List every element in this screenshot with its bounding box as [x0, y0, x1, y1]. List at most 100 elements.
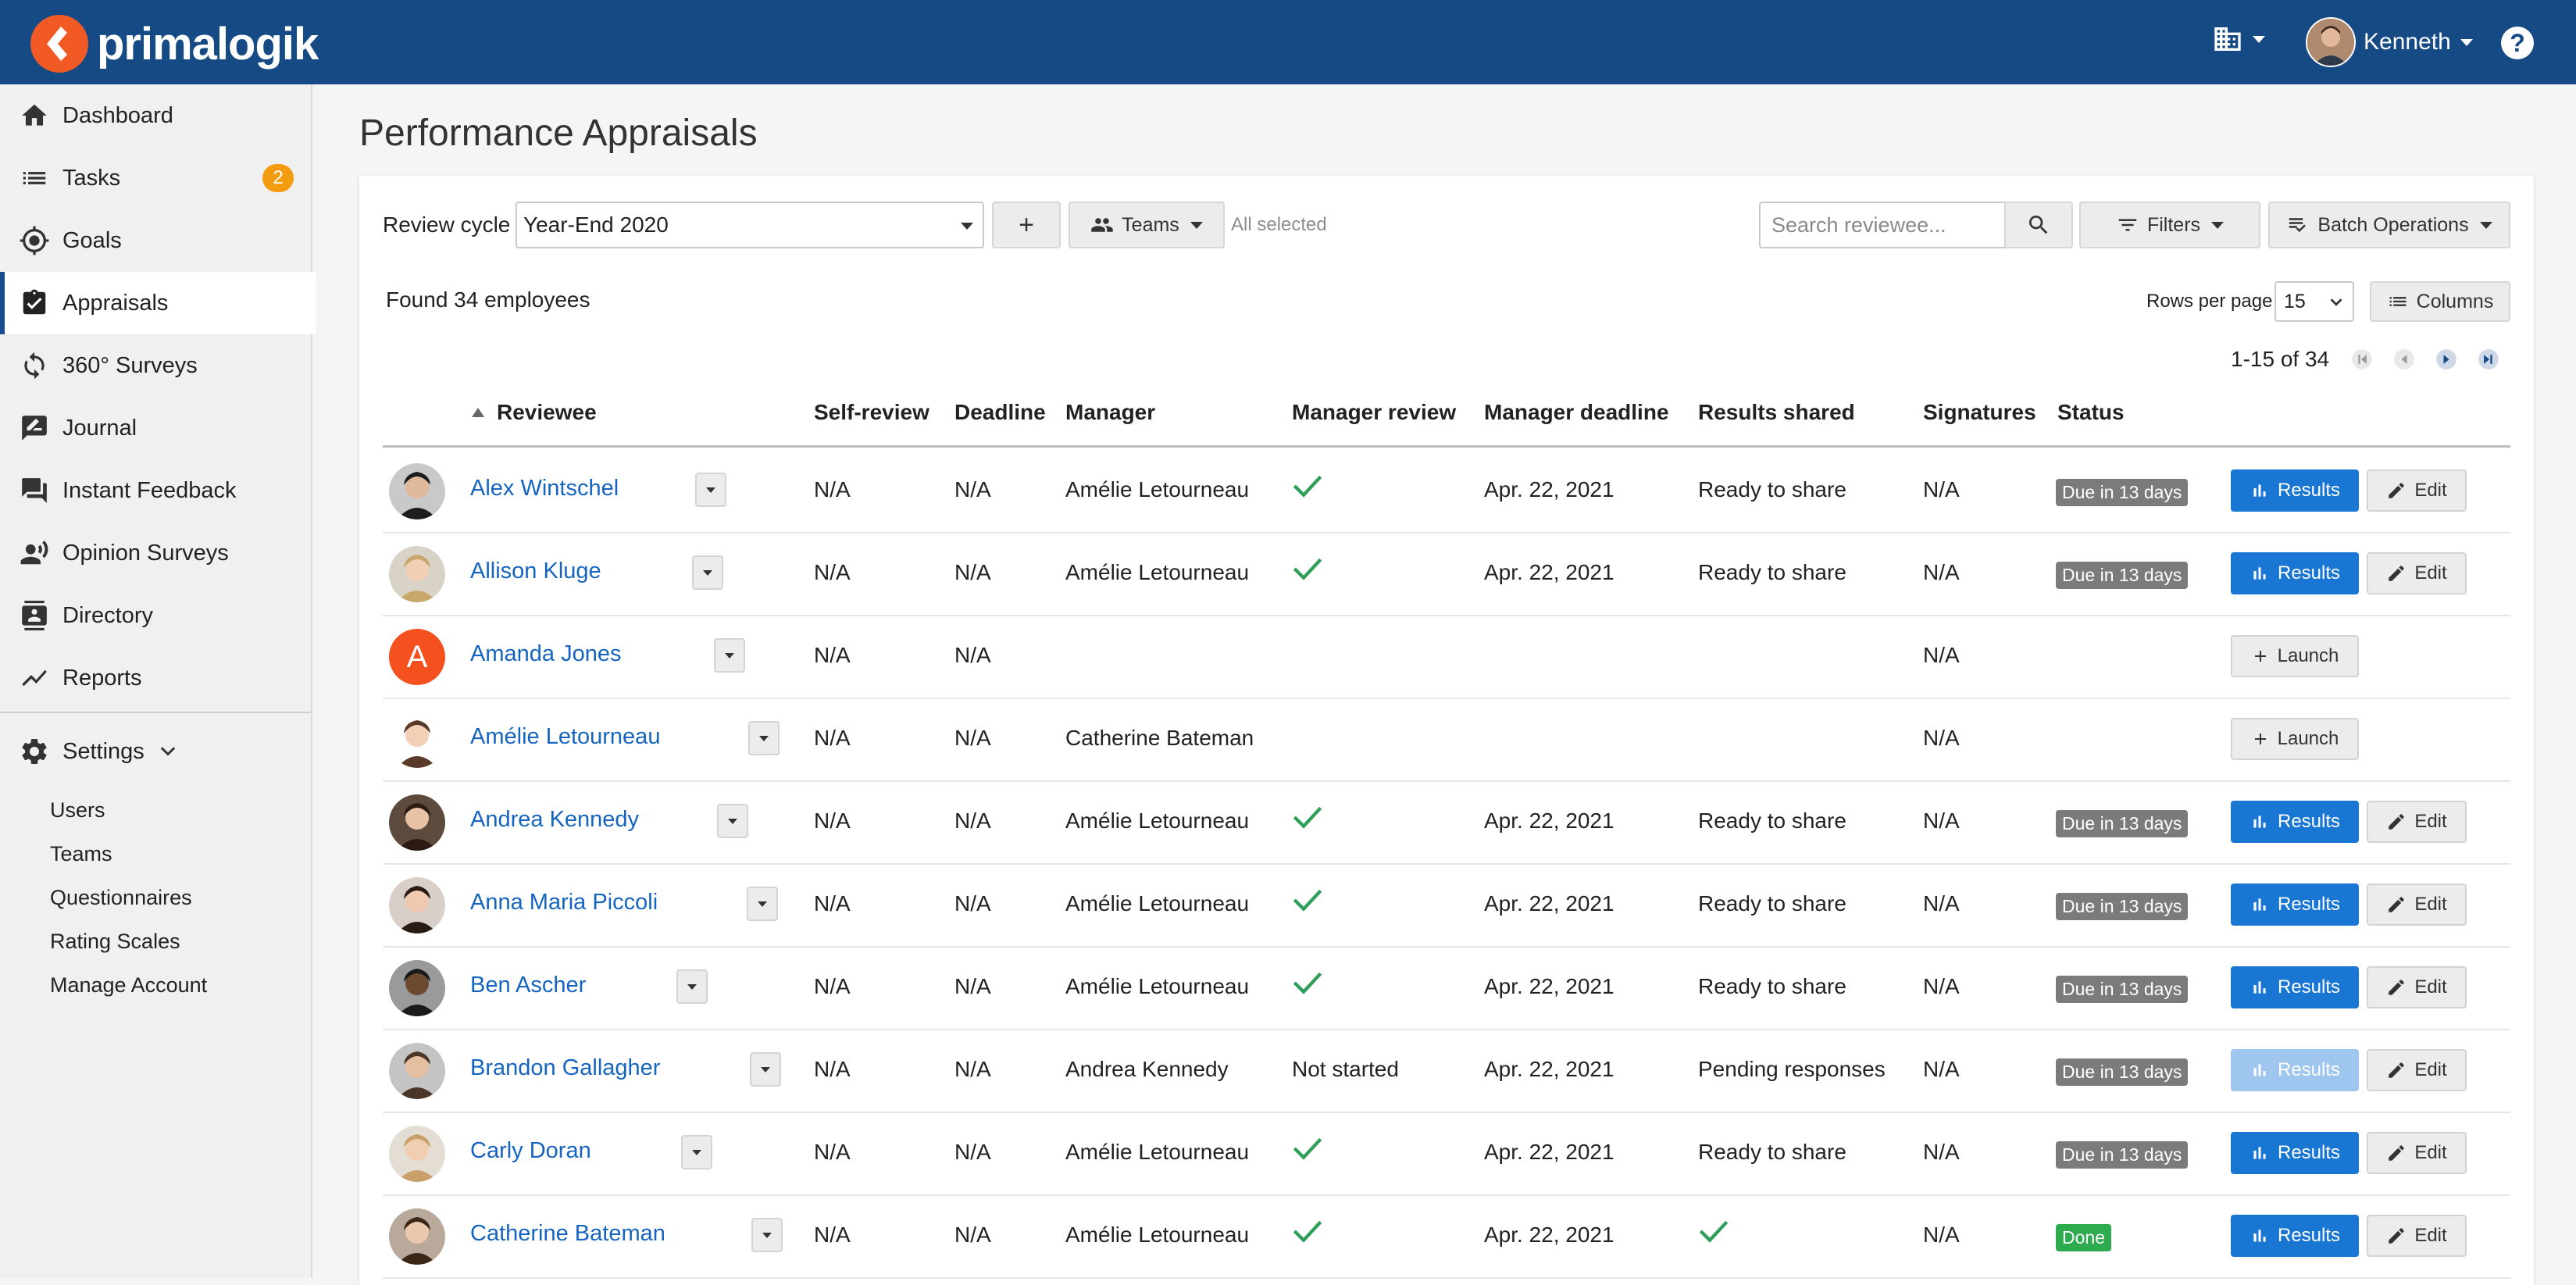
filters-button[interactable]: Filters [2079, 202, 2260, 248]
sidebar-item-reports[interactable]: Reports [0, 647, 311, 709]
teams-filter-button[interactable]: Teams [1069, 202, 1225, 248]
results-label: Results [2277, 1059, 2341, 1080]
batch-operations-button[interactable]: Batch Operations [2268, 202, 2510, 248]
search-button[interactable] [2004, 202, 2073, 248]
results-button[interactable]: Results [2231, 1215, 2359, 1257]
sidebar-item-goals[interactable]: Goals [0, 209, 311, 272]
reviewee-name-link[interactable]: Allison Kluge [470, 559, 601, 584]
last-page-icon[interactable] [2478, 348, 2499, 370]
reviewee-options-dropdown[interactable] [717, 804, 748, 838]
reviewee-options-dropdown[interactable] [676, 969, 708, 1004]
organization-menu[interactable] [2212, 23, 2265, 55]
previous-page-icon[interactable] [2393, 348, 2415, 370]
cell-signatures: N/A [1923, 643, 1960, 667]
sidebar-subitem-questionnaires[interactable]: Questionnaires [50, 886, 192, 909]
user-menu[interactable]: Kenneth [2306, 17, 2473, 67]
sidebar-item-journal[interactable]: Journal [0, 397, 311, 459]
sidebar-item-dashboard[interactable]: Dashboard [0, 84, 311, 147]
edit-button[interactable]: Edit [2367, 966, 2467, 1008]
reviewee-options-dropdown[interactable] [751, 1218, 783, 1252]
avatar [2306, 17, 2356, 67]
reviewee-options-dropdown[interactable] [748, 721, 780, 755]
reviewee-options-dropdown[interactable] [747, 887, 778, 921]
column-header-manager[interactable]: Manager [1065, 400, 1156, 424]
sidebar-item-instant-feedback[interactable]: Instant Feedback [0, 459, 311, 522]
column-header-reviewee[interactable]: Reviewee [497, 400, 597, 424]
cell-signatures: N/A [1923, 974, 1960, 998]
edit-button[interactable]: Edit [2367, 1049, 2467, 1091]
edit-button[interactable]: Edit [2367, 1215, 2467, 1257]
results-button[interactable]: Results [2231, 1132, 2359, 1174]
results-button[interactable]: Results [2231, 883, 2359, 926]
reviewee-name-link[interactable]: Brandon Gallagher [470, 1055, 661, 1080]
bar-chart-icon [2250, 894, 2270, 915]
status-badge: Due in 13 days [2056, 479, 2189, 506]
sidebar-item-appraisals[interactable]: Appraisals [0, 272, 316, 334]
reviewee-name-link[interactable]: Catherine Bateman [470, 1221, 665, 1246]
sidebar-subitem-manage-account[interactable]: Manage Account [50, 973, 208, 997]
checkmark-icon [1292, 804, 1323, 834]
search-input[interactable]: Search reviewee... [1759, 202, 2006, 248]
review-cycle-select[interactable]: Year-End 2020 [516, 202, 984, 248]
column-header-manager-review[interactable]: Manager review [1292, 400, 1457, 424]
results-button[interactable]: Results [2231, 966, 2359, 1008]
column-header-deadline[interactable]: Deadline [954, 400, 1046, 424]
sidebar-item-directory[interactable]: Directory [0, 584, 311, 647]
edit-button[interactable]: Edit [2367, 469, 2467, 512]
cell-self: N/A [814, 726, 851, 750]
add-review-cycle-button[interactable]: + [992, 202, 1061, 248]
help-icon[interactable]: ? [2501, 27, 2534, 59]
column-header-self-review[interactable]: Self-review [814, 400, 929, 424]
edit-button[interactable]: Edit [2367, 883, 2467, 926]
results-button[interactable]: Results [2231, 801, 2359, 843]
sidebar-subitem-users[interactable]: Users [50, 798, 105, 822]
next-page-icon[interactable] [2435, 348, 2457, 370]
reviewee-name-link[interactable]: Anna Maria Piccoli [470, 890, 658, 915]
sidebar-item-opinion-surveys[interactable]: Opinion Surveys [0, 522, 311, 584]
reviewee-options-dropdown[interactable] [750, 1052, 781, 1087]
checkmark-icon [1292, 473, 1323, 503]
sidebar-item-tasks[interactable]: Tasks 2 [0, 147, 311, 209]
edit-button[interactable]: Edit [2367, 1132, 2467, 1174]
results-button[interactable]: Results [2231, 552, 2359, 594]
chevron-down-icon [687, 983, 697, 990]
results-button[interactable]: Results [2231, 469, 2359, 512]
plus-icon [2251, 730, 2270, 748]
column-header-status[interactable]: Status [2057, 400, 2125, 424]
cell-results: Ready to share [1698, 1140, 1846, 1164]
column-header-signatures[interactable]: Signatures [1923, 400, 2036, 424]
reviewee-name-link[interactable]: Carly Doran [470, 1138, 591, 1163]
reviewee-name-link[interactable]: Amélie Letourneau [470, 724, 661, 749]
reviewee-name-link[interactable]: Alex Wintschel [470, 476, 619, 501]
sort-ascending-icon [472, 408, 484, 417]
reviewee-name-link[interactable]: Ben Ascher [470, 973, 587, 998]
reviewee-name-link[interactable]: Amanda Jones [470, 641, 622, 666]
cell-mgr-deadline: Apr. 22, 2021 [1484, 891, 1614, 916]
reviewee-name-link[interactable]: Andrea Kennedy [470, 807, 640, 832]
reviewee-options-dropdown[interactable] [714, 638, 745, 673]
cell-signatures: N/A [1923, 808, 1960, 833]
cell-deadline: N/A [954, 891, 991, 916]
brand-logo[interactable]: primalogik [30, 14, 319, 73]
sidebar-item-360-surveys[interactable]: 360° Surveys [0, 334, 311, 397]
page-title: Performance Appraisals [359, 112, 758, 154]
checkmark-icon [1292, 1135, 1323, 1165]
reviewee-options-dropdown[interactable] [692, 555, 723, 590]
table-row: Catherine Bateman N/A N/A Amélie Letourneau… [383, 1194, 2510, 1279]
launch-button[interactable]: Launch [2231, 635, 2359, 677]
sidebar-item-settings[interactable]: Settings [0, 720, 311, 783]
columns-button[interactable]: Columns [2370, 281, 2510, 322]
edit-button[interactable]: Edit [2367, 801, 2467, 843]
rows-per-page-select[interactable]: 15 [2275, 281, 2354, 322]
first-page-icon[interactable] [2351, 348, 2373, 370]
reviewee-options-dropdown[interactable] [695, 473, 726, 507]
column-header-results-shared[interactable]: Results shared [1698, 400, 1855, 424]
cell-signatures: N/A [1923, 891, 1960, 916]
column-header-manager-deadline[interactable]: Manager deadline [1484, 400, 1669, 424]
launch-button[interactable]: Launch [2231, 718, 2359, 760]
sidebar-subitem-rating-scales[interactable]: Rating Scales [50, 930, 180, 953]
cell-results: Ready to share [1698, 974, 1846, 998]
reviewee-options-dropdown[interactable] [681, 1135, 712, 1169]
edit-button[interactable]: Edit [2367, 552, 2467, 594]
sidebar-subitem-teams[interactable]: Teams [50, 842, 112, 866]
